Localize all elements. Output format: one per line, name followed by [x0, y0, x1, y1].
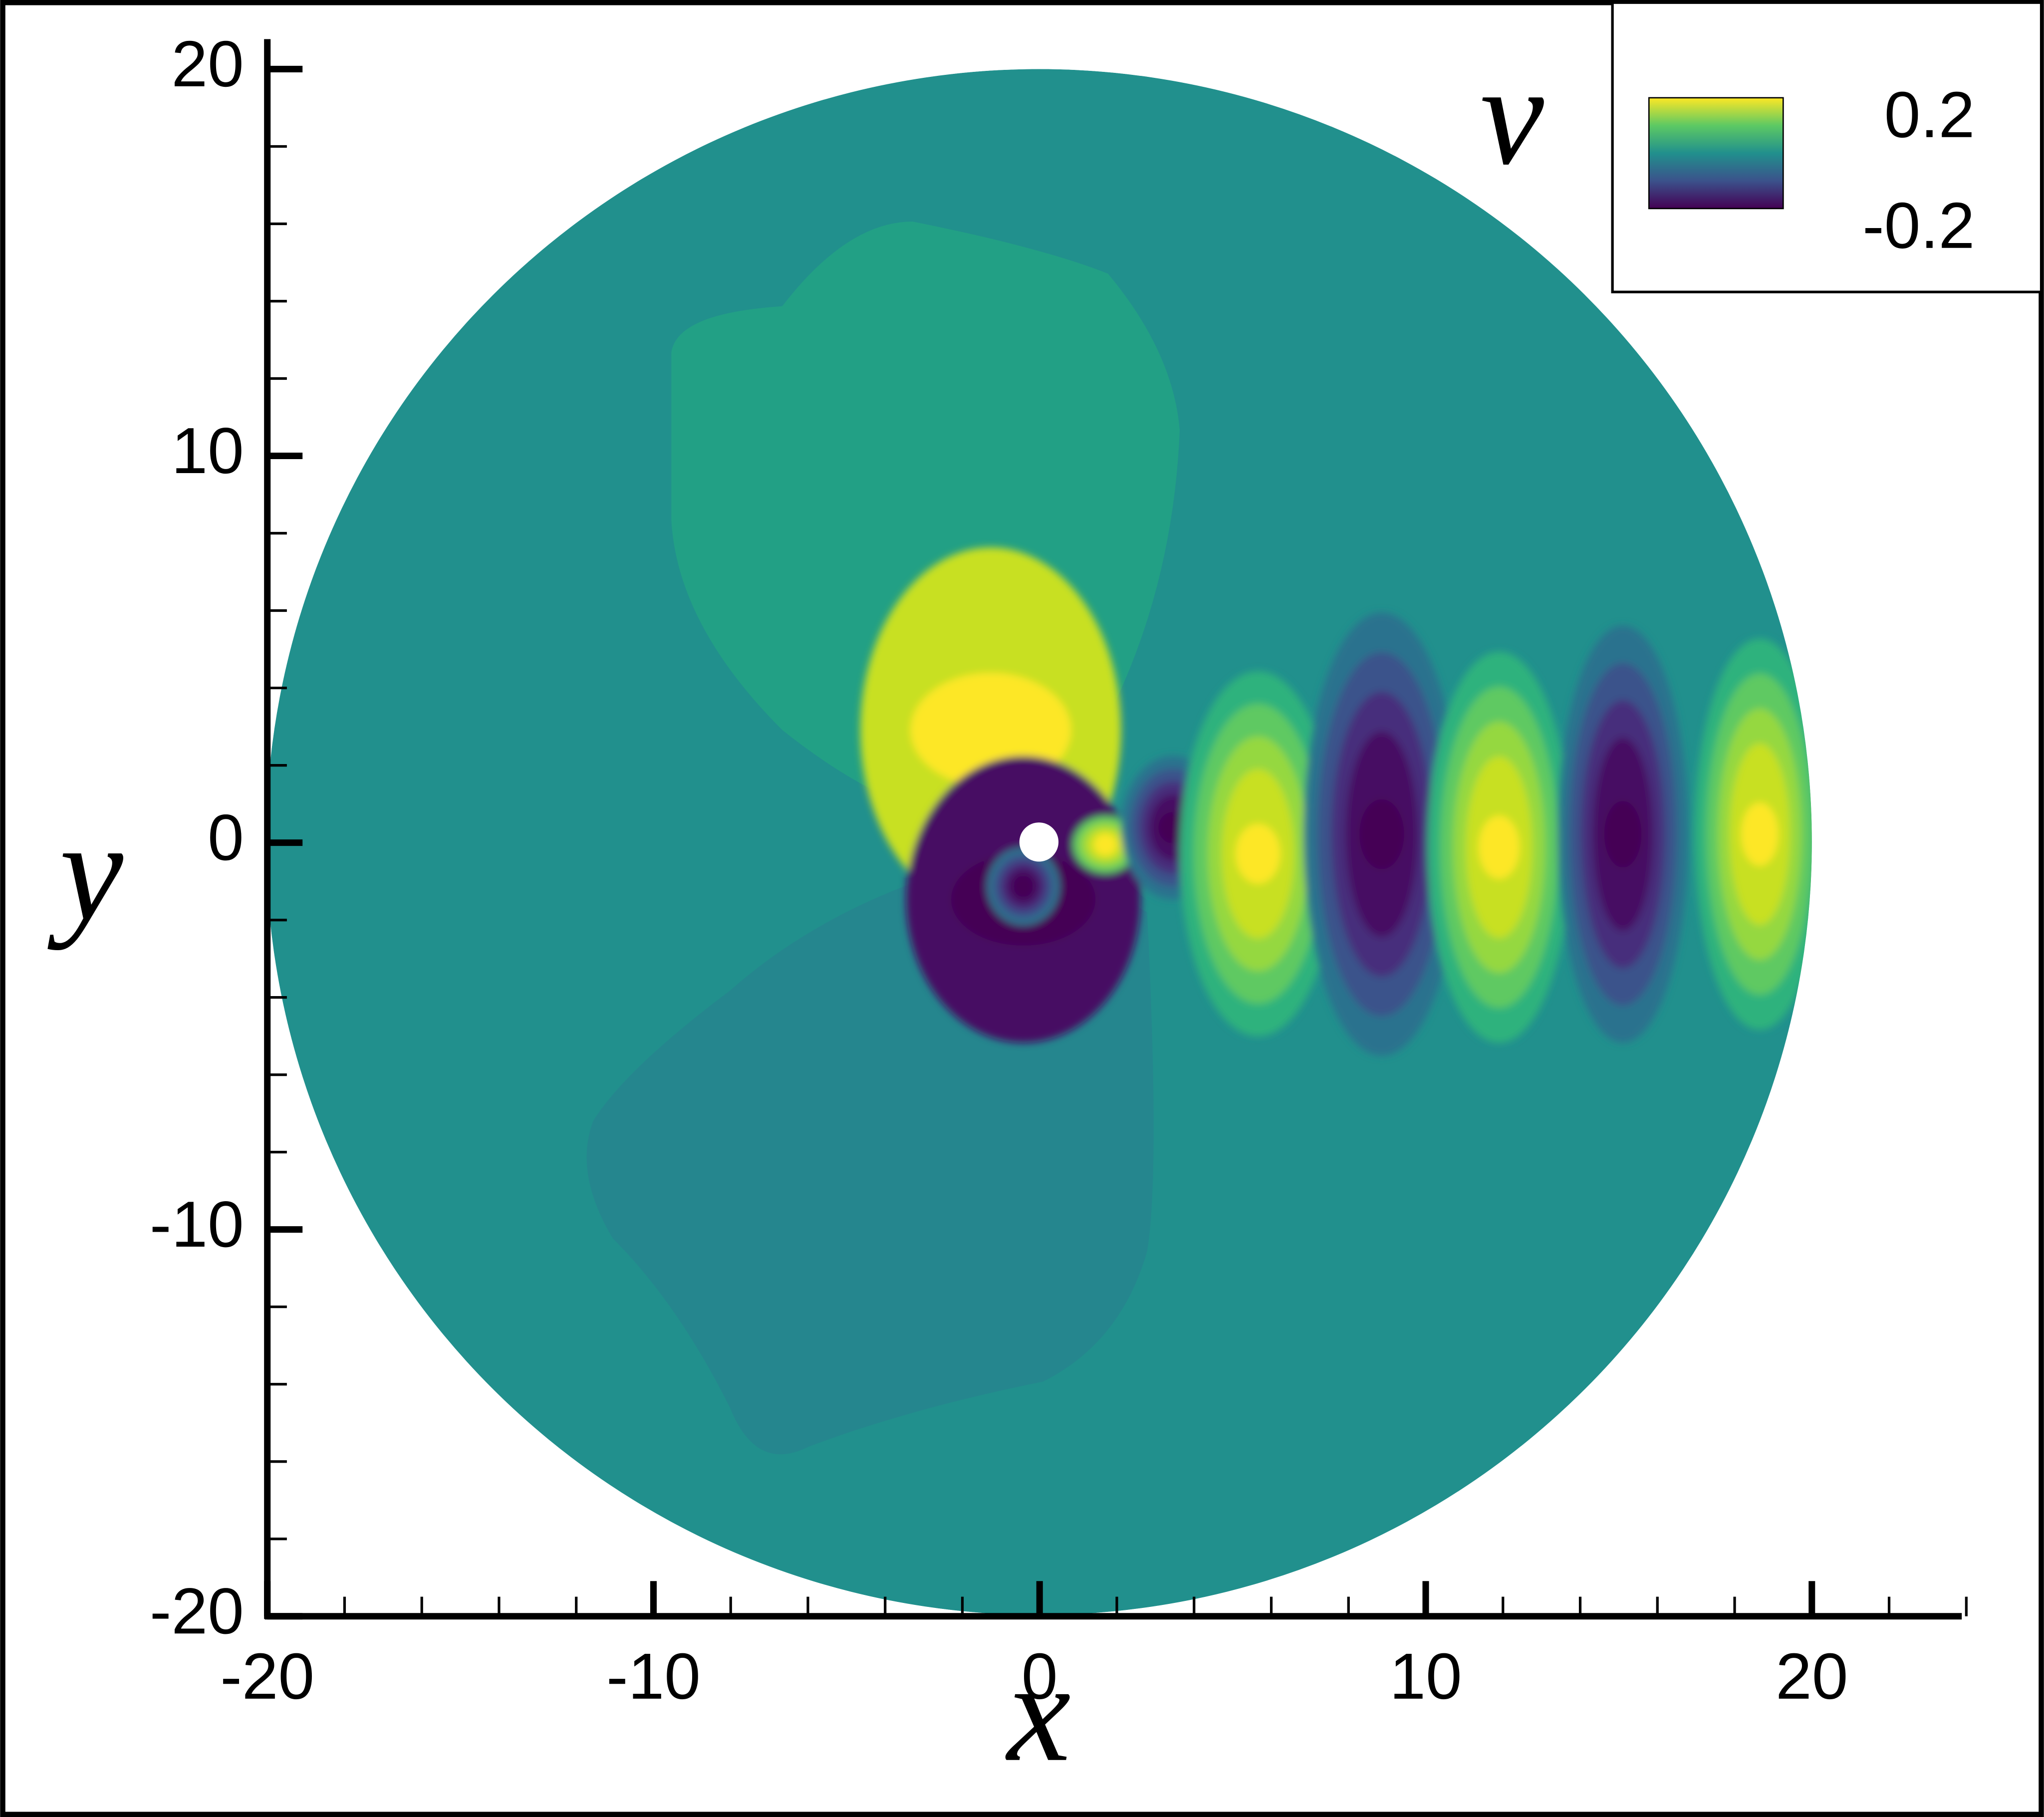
colorbar-title: v: [1480, 36, 1545, 195]
contour-blob: [1359, 799, 1404, 869]
contour-blob: [1478, 815, 1520, 879]
contour-blob: [1604, 800, 1642, 868]
x-tick-label: 20: [1776, 1640, 1848, 1713]
y-tick-label: -20: [150, 1574, 244, 1647]
y-tick-label: 0: [208, 801, 244, 874]
colorbar: [1648, 97, 1784, 210]
x-tick-label: -20: [220, 1640, 314, 1713]
colorbar-tick-label: 0.2: [1884, 78, 1975, 151]
wake-blobs: [860, 547, 1812, 1056]
contour-blob: [1235, 823, 1280, 884]
cylinder: [1019, 822, 1059, 862]
contour-blob: [1013, 874, 1034, 898]
x-axis-label: x: [1005, 1633, 1071, 1792]
y-tick-label: -10: [150, 1188, 244, 1261]
y-tick-label: 10: [171, 414, 244, 487]
colorbar-tick-label: -0.2: [1862, 189, 1975, 262]
contour-blob: [1741, 802, 1779, 866]
contour-field: [266, 69, 1812, 1615]
y-tick-label: 20: [171, 27, 244, 100]
y-axis-label: y: [46, 792, 124, 951]
x-tick-label: -10: [606, 1640, 701, 1713]
x-tick-label: 10: [1389, 1640, 1462, 1713]
contour-blob: [1094, 833, 1117, 856]
x-tick-label: 0: [1022, 1640, 1058, 1713]
